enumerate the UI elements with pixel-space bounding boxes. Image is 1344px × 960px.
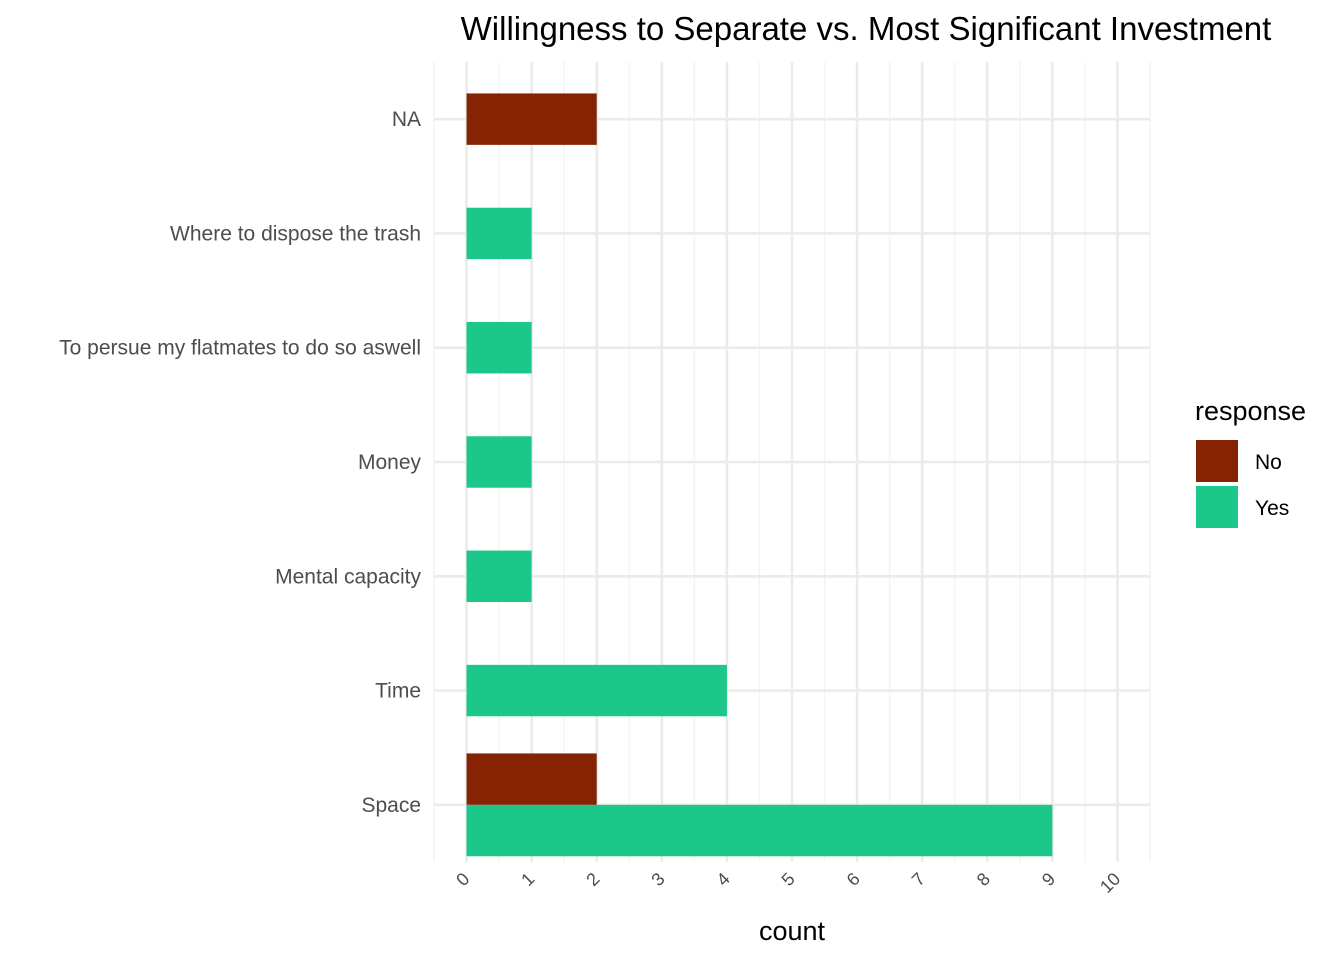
category-labels: NA Where to dispose the trash To persue my… xyxy=(59,108,421,817)
bar-no-0 xyxy=(466,93,597,145)
legend-label-no: No xyxy=(1255,451,1282,474)
category-label: Time xyxy=(375,680,421,703)
x-tick-labels: 0 1 2 3 4 5 6 7 8 9 10 xyxy=(452,869,1124,897)
bar-yes-1 xyxy=(466,207,532,260)
legend-label-yes: Yes xyxy=(1255,497,1289,520)
category-label: Mental capacity xyxy=(275,565,421,588)
category-label: To persue my flatmates to do so aswell xyxy=(59,337,421,360)
x-tick-label: 10 xyxy=(1096,869,1124,897)
x-tick-label: 5 xyxy=(778,869,799,890)
legend-key-no xyxy=(1196,440,1238,482)
x-tick-label: 3 xyxy=(647,869,668,890)
bar-yes-2 xyxy=(466,322,532,374)
x-tick-label: 8 xyxy=(973,869,994,890)
legend-title: response xyxy=(1195,396,1306,426)
bar-no-6 xyxy=(466,753,597,805)
category-label: Money xyxy=(358,451,422,474)
x-tick-label: 9 xyxy=(1038,869,1059,890)
category-label: Space xyxy=(361,794,421,817)
category-label: Where to dispose the trash xyxy=(170,222,421,245)
x-tick-label: 6 xyxy=(843,869,864,890)
x-tick-label: 0 xyxy=(452,869,473,890)
x-tick-label: 7 xyxy=(908,869,929,890)
bar-yes-5 xyxy=(466,664,727,717)
category-label: NA xyxy=(392,108,421,131)
grid xyxy=(433,62,1151,862)
x-tick-label: 2 xyxy=(582,869,603,890)
legend: response No Yes xyxy=(1195,396,1306,528)
x-axis-title: count xyxy=(759,916,826,946)
bar-yes-6 xyxy=(466,804,1053,857)
legend-key-yes xyxy=(1196,486,1238,528)
chart-title: Willingness to Separate vs. Most Signifi… xyxy=(461,10,1272,47)
x-tick-label: 4 xyxy=(713,869,734,890)
bar-yes-4 xyxy=(466,550,532,602)
x-tick-label: 1 xyxy=(517,869,538,890)
bars xyxy=(466,93,1053,857)
bar-yes-3 xyxy=(466,436,532,488)
